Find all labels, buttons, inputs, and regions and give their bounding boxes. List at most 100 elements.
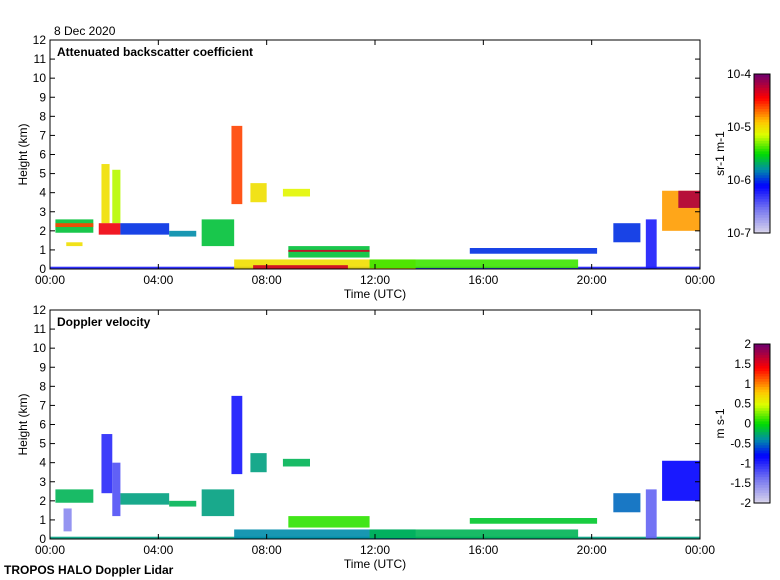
colorbar-segment	[754, 415, 770, 419]
data-feature	[63, 508, 72, 532]
colorbar-segment	[754, 439, 770, 443]
colorbar-segment	[754, 402, 770, 406]
colorbar-segment	[754, 97, 770, 102]
y-tick-label: 2	[39, 494, 46, 508]
x-tick-label: 20:00	[577, 273, 607, 287]
data-feature	[288, 249, 370, 252]
colorbar-frame	[753, 343, 771, 504]
y-tick-label: 12	[33, 303, 47, 317]
x-tick-label: 16:00	[468, 273, 498, 287]
x-tick-label: 00:00	[35, 273, 65, 287]
colorbar-frame	[753, 73, 771, 234]
y-tick-label: 2	[39, 224, 46, 238]
data-feature	[112, 462, 121, 517]
colorbar-segment	[754, 92, 770, 96]
y-tick-label: 0	[39, 532, 46, 546]
colorbar-segment	[754, 394, 770, 398]
data-feature	[231, 395, 243, 475]
x-tick-label: 12:00	[360, 273, 390, 287]
colorbar-segment	[754, 468, 770, 472]
y-tick-label: 8	[39, 379, 46, 393]
data-feature	[288, 516, 370, 528]
colorbar-segment	[754, 495, 770, 499]
colorbar-segment	[754, 431, 770, 435]
backscatter-panel: Attenuated backscatter coefficient012345…	[16, 33, 771, 301]
colorbar-segment	[754, 344, 770, 348]
x-tick-label: 00:00	[35, 543, 65, 557]
colorbar-segment	[754, 471, 770, 475]
colorbar-segment	[754, 217, 770, 221]
colorbar-segment	[754, 148, 770, 152]
colorbar-segment	[754, 76, 770, 80]
data-feature	[234, 529, 416, 539]
colorbar-segment	[754, 428, 770, 433]
colorbar-segment	[754, 455, 770, 459]
panel-title: Attenuated backscatter coefficient	[57, 45, 253, 59]
colorbar-segment	[754, 87, 770, 91]
colorbar-segment	[754, 206, 770, 210]
colorbar-tick-label: -1	[740, 456, 751, 470]
colorbar-segment	[754, 484, 770, 488]
y-tick-label: 3	[39, 475, 46, 489]
colorbar-segment	[754, 116, 770, 120]
colorbar-segment	[754, 153, 770, 157]
data-feature	[250, 183, 267, 203]
data-feature	[613, 493, 641, 513]
y-tick-label: 6	[39, 418, 46, 432]
colorbar-segment	[754, 481, 770, 486]
colorbar-segment	[754, 410, 770, 414]
colorbar-segment	[754, 450, 770, 454]
colorbar-tick-label: 1.5	[734, 357, 751, 371]
colorbar-segment	[754, 145, 770, 149]
y-tick-label: 1	[39, 243, 46, 257]
y-tick-label: 4	[39, 456, 46, 470]
colorbar-segment	[754, 89, 770, 94]
colorbar-segment	[754, 497, 770, 501]
colorbar-segment	[754, 362, 770, 366]
colorbar-segment	[754, 108, 770, 112]
colorbar-label: sr-1 m-1	[713, 131, 727, 176]
colorbar-segment	[754, 225, 770, 229]
colorbar-segment	[754, 180, 770, 184]
colorbar-segment	[754, 420, 770, 425]
data-feature	[66, 242, 83, 247]
colorbar-label: m s-1	[713, 408, 727, 438]
y-tick-label: 8	[39, 109, 46, 123]
colorbar-segment	[754, 381, 770, 385]
colorbar-segment	[754, 378, 770, 382]
colorbar-segment	[754, 473, 770, 478]
colorbar-segment	[754, 465, 770, 470]
colorbar-tick-label: 0.5	[734, 397, 751, 411]
y-tick-label: 7	[39, 128, 46, 142]
colorbar-segment	[754, 137, 770, 141]
y-tick-label: 9	[39, 360, 46, 374]
colorbar-segment	[754, 174, 770, 178]
colorbar-segment	[754, 150, 770, 155]
colorbar-tick-label: -2	[740, 496, 751, 510]
colorbar-segment	[754, 105, 770, 110]
y-tick-label: 7	[39, 398, 46, 412]
colorbar-segment	[754, 187, 770, 192]
data-feature	[253, 265, 348, 269]
y-axis-label: Height (km)	[16, 393, 30, 455]
colorbar-segment	[754, 113, 770, 117]
colorbar-segment	[754, 119, 770, 123]
colorbar-segment	[754, 95, 770, 99]
data-feature	[169, 230, 197, 237]
colorbar-segment	[754, 489, 770, 493]
colorbar-segment	[754, 127, 770, 131]
colorbar-segment	[754, 222, 770, 226]
x-tick-label: 16:00	[468, 543, 498, 557]
colorbar-segment	[754, 444, 770, 448]
data-feature	[613, 223, 641, 243]
colorbar-segment	[754, 185, 770, 189]
data-feature	[201, 219, 235, 247]
data-feature	[120, 223, 170, 235]
colorbar-tick-label: -1.5	[730, 476, 751, 490]
data-feature	[469, 518, 598, 524]
colorbar-tick-label: 10-6	[727, 173, 751, 187]
colorbar-segment	[754, 142, 770, 147]
colorbar-segment	[754, 195, 770, 200]
colorbar-tick-label: -0.5	[730, 436, 751, 450]
